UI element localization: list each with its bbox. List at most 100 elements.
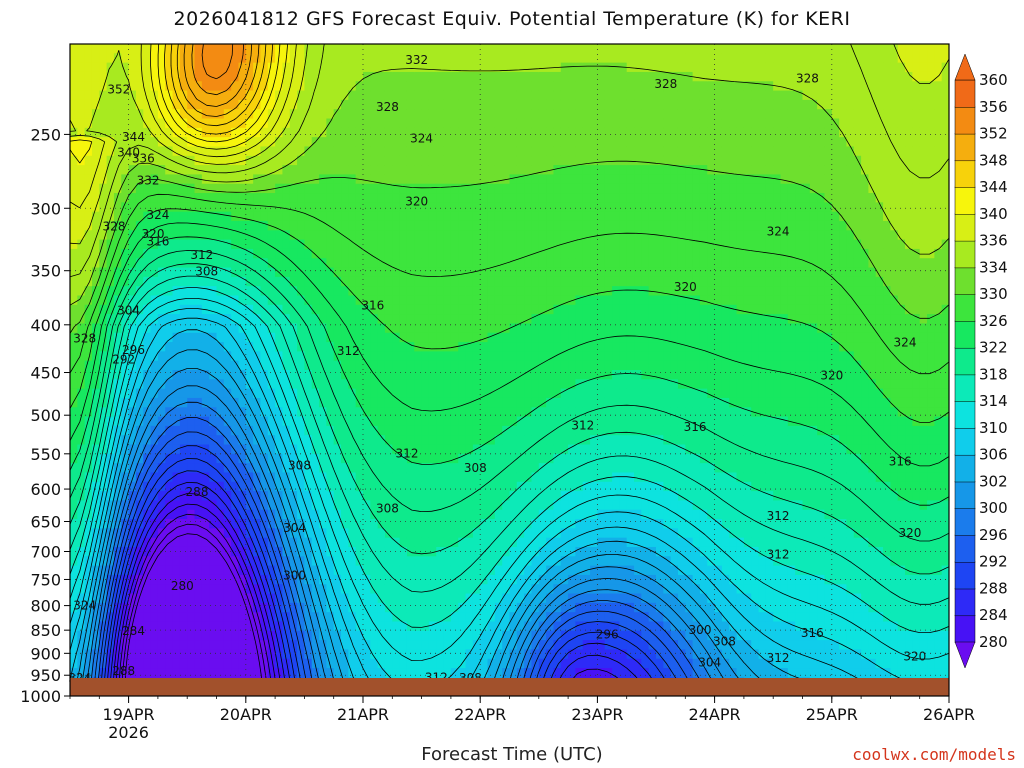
heatmap-cell xyxy=(443,109,452,120)
heatmap-cell xyxy=(377,388,386,399)
heatmap-cell xyxy=(465,202,474,213)
heatmap-cell xyxy=(384,528,393,539)
heatmap-cell xyxy=(406,220,415,231)
heatmap-cell xyxy=(450,53,459,64)
heatmap-cell xyxy=(223,658,232,669)
heatmap-cell xyxy=(304,463,313,474)
heatmap-cell xyxy=(143,397,152,408)
heatmap-cell xyxy=(502,267,511,278)
heatmap-cell xyxy=(311,425,320,436)
heatmap-cell xyxy=(458,528,467,539)
heatmap-cell xyxy=(553,174,562,185)
heatmap-cell xyxy=(516,53,525,64)
heatmap-cell xyxy=(568,248,577,259)
heatmap-cell xyxy=(465,379,474,390)
heatmap-cell xyxy=(516,323,525,334)
heatmap-cell xyxy=(187,118,196,129)
heatmap-cell xyxy=(128,248,137,259)
heatmap-cell xyxy=(487,137,496,148)
heatmap-cell xyxy=(568,109,577,120)
heatmap-cell xyxy=(267,165,276,175)
heatmap-cell xyxy=(348,546,357,557)
heatmap-cell xyxy=(494,90,503,101)
heatmap-cell xyxy=(458,146,467,157)
heatmap-cell xyxy=(450,435,459,446)
heatmap-cell xyxy=(421,323,430,334)
heatmap-cell xyxy=(436,677,445,678)
heatmap-cell xyxy=(341,323,349,334)
heatmap-cell xyxy=(231,276,240,287)
heatmap-cell xyxy=(538,127,547,138)
heatmap-cell xyxy=(297,248,305,259)
heatmap-cell xyxy=(311,258,320,269)
heatmap-cell xyxy=(465,230,474,241)
heatmap-cell xyxy=(91,239,100,250)
heatmap-cell xyxy=(399,71,408,82)
heatmap-cell xyxy=(326,388,335,399)
heatmap-cell xyxy=(201,593,210,604)
heatmap-cell xyxy=(450,668,459,678)
heatmap-cell xyxy=(128,137,137,148)
heatmap-cell xyxy=(333,593,342,604)
heatmap-cell xyxy=(172,574,181,585)
heatmap-cell xyxy=(99,668,108,678)
heatmap-cell xyxy=(106,71,115,82)
heatmap-cell xyxy=(406,677,415,678)
heatmap-cell xyxy=(582,286,591,297)
heatmap-cell xyxy=(282,71,291,82)
heatmap-cell xyxy=(480,370,489,380)
heatmap-cell xyxy=(406,649,415,660)
heatmap-cell xyxy=(494,276,503,287)
heatmap-cell xyxy=(421,314,430,325)
heatmap-cell xyxy=(304,360,313,371)
heatmap-cell xyxy=(209,44,218,54)
heatmap-cell xyxy=(575,416,584,427)
heatmap-cell xyxy=(157,453,166,464)
heatmap-cell xyxy=(84,202,93,213)
heatmap-cell xyxy=(238,146,247,157)
heatmap-cell xyxy=(187,165,196,175)
heatmap-cell xyxy=(568,314,577,325)
heatmap-cell xyxy=(348,612,357,623)
heatmap-cell xyxy=(253,220,262,231)
heatmap-cell xyxy=(77,388,86,399)
heatmap-cell xyxy=(538,174,547,185)
heatmap-cell xyxy=(238,44,247,54)
heatmap-cell xyxy=(472,267,481,278)
heatmap-cell xyxy=(538,491,547,501)
heatmap-cell xyxy=(253,360,262,371)
heatmap-cell xyxy=(150,81,159,92)
heatmap-cell xyxy=(113,174,122,185)
heatmap-cell xyxy=(560,276,569,287)
heatmap-cell xyxy=(568,574,577,585)
heatmap-cell xyxy=(77,500,86,511)
heatmap-cell xyxy=(150,435,159,446)
heatmap-cell xyxy=(472,528,481,539)
heatmap-cell xyxy=(582,99,591,110)
heatmap-cell xyxy=(91,165,100,175)
heatmap-cell xyxy=(370,258,379,269)
heatmap-cell xyxy=(275,435,284,446)
heatmap-cell xyxy=(428,155,437,166)
heatmap-cell xyxy=(363,584,371,595)
heatmap-cell xyxy=(179,425,188,436)
heatmap-cell xyxy=(275,649,284,660)
heatmap-cell xyxy=(216,155,225,166)
heatmap-cell xyxy=(172,435,181,446)
heatmap-cell xyxy=(216,658,225,669)
heatmap-cell xyxy=(377,453,386,464)
heatmap-cell xyxy=(70,453,78,464)
heatmap-cell xyxy=(194,370,203,380)
heatmap-cell xyxy=(179,332,188,343)
heatmap-cell xyxy=(77,612,86,623)
heatmap-cell xyxy=(575,239,584,250)
heatmap-cell xyxy=(179,602,188,613)
heatmap-cell xyxy=(502,220,511,231)
heatmap-cell xyxy=(319,519,327,529)
heatmap-cell xyxy=(399,668,408,678)
heatmap-cell xyxy=(311,537,320,548)
heatmap-cell xyxy=(289,342,298,352)
heatmap-cell xyxy=(399,519,408,529)
heatmap-cell xyxy=(70,602,78,613)
heatmap-cell xyxy=(77,193,86,203)
